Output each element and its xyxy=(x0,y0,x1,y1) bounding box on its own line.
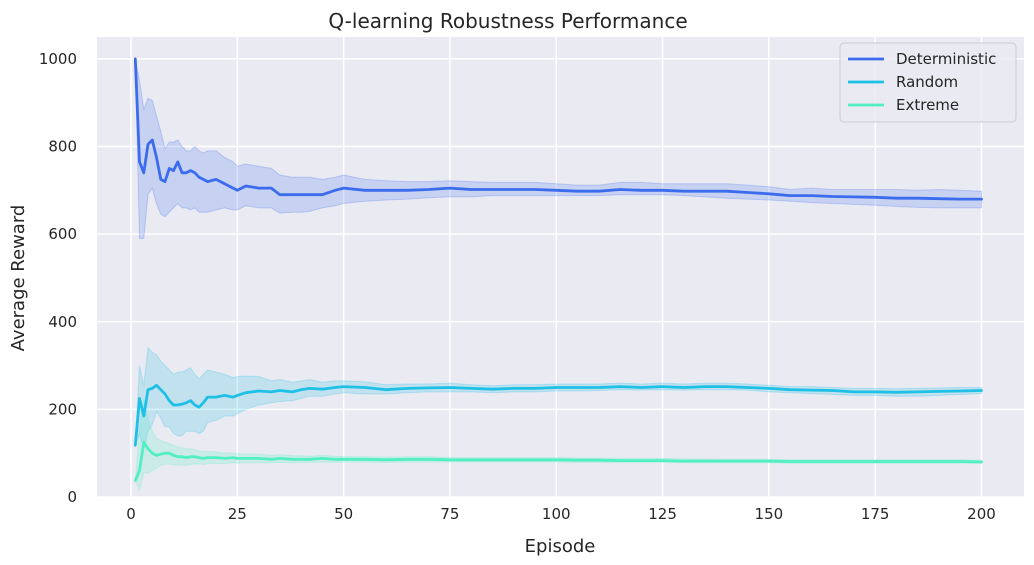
y-tick-label: 0 xyxy=(67,488,77,506)
x-tick-labels: 0 25 50 75 100 125 150 175 200 xyxy=(126,505,996,523)
x-tick-label: 175 xyxy=(861,505,890,523)
y-tick-labels: 0 200 400 600 800 1000 xyxy=(39,50,77,506)
chart-title: Q-learning Robustness Performance xyxy=(328,9,687,33)
y-tick-label: 600 xyxy=(48,225,77,243)
legend-box xyxy=(839,42,1017,123)
y-axis-label: Average Reward xyxy=(8,205,29,352)
series-line-random xyxy=(133,383,983,447)
x-tick-label: 0 xyxy=(126,505,136,523)
legend: Deterministic Random Extreme xyxy=(839,42,1017,123)
series-line-extreme xyxy=(133,440,983,482)
x-axis-label: Episode xyxy=(525,536,596,557)
y-tick-label: 1000 xyxy=(39,50,77,68)
x-tick-label: 50 xyxy=(334,505,353,523)
legend-label-random: Random xyxy=(896,73,958,91)
legend-label-extreme: Extreme xyxy=(896,96,959,114)
x-tick-label: 75 xyxy=(440,505,459,523)
series-lines xyxy=(133,57,983,482)
x-tick-label: 125 xyxy=(648,505,677,523)
y-tick-label: 200 xyxy=(48,400,77,418)
x-tick-label: 25 xyxy=(228,505,247,523)
legend-label-deterministic: Deterministic xyxy=(896,50,996,68)
x-tick-label: 200 xyxy=(967,505,996,523)
x-tick-label: 150 xyxy=(755,505,784,523)
series-line-deterministic xyxy=(133,57,983,201)
x-tick-label: 100 xyxy=(542,505,571,523)
y-tick-label: 800 xyxy=(48,138,77,156)
y-tick-label: 400 xyxy=(48,313,77,331)
